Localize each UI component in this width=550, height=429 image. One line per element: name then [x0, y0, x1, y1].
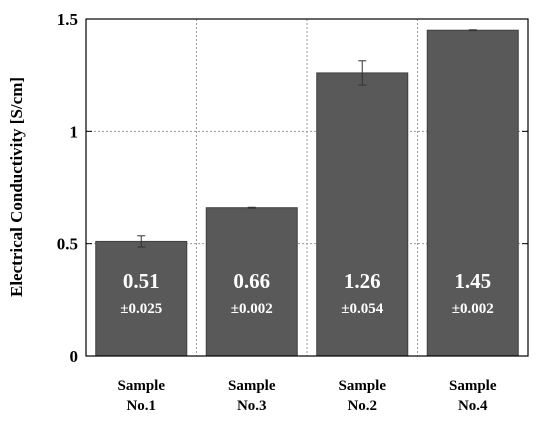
error-label: ±0.025	[120, 301, 162, 317]
y-tick-label: 1.5	[57, 10, 78, 29]
value-label: 0.66	[233, 269, 270, 293]
axis-layer	[85, 18, 529, 357]
x-tick-label: No.4	[458, 398, 488, 414]
x-tick-label: No.1	[126, 398, 156, 414]
y-axis-title: Electrical Conductivity [S/cm]	[7, 77, 26, 297]
x-tick-label: Sample	[228, 378, 276, 394]
error-label: ±0.054	[341, 301, 383, 317]
x-tick-label: No.2	[347, 398, 377, 414]
plot-frame	[85, 18, 529, 357]
bar	[426, 29, 519, 357]
y-tick-label: 0.5	[57, 235, 78, 254]
x-tick-label: Sample	[117, 378, 165, 394]
value-label: 1.26	[344, 269, 381, 293]
x-tick-label: Sample	[449, 378, 497, 394]
error-label: ±0.002	[452, 301, 494, 317]
bar-layer	[95, 29, 519, 357]
y-tick-label: 1	[70, 122, 79, 141]
label-layer: 0.51±0.025SampleNo.10.66±0.002SampleNo.3…	[57, 10, 497, 414]
x-tick-label: No.3	[237, 398, 267, 414]
x-tick-label: Sample	[338, 378, 386, 394]
bar	[95, 240, 188, 357]
value-label: 1.45	[454, 269, 491, 293]
error-label: ±0.002	[231, 301, 273, 317]
value-label: 0.51	[123, 269, 160, 293]
y-tick-label: 0	[70, 347, 79, 366]
